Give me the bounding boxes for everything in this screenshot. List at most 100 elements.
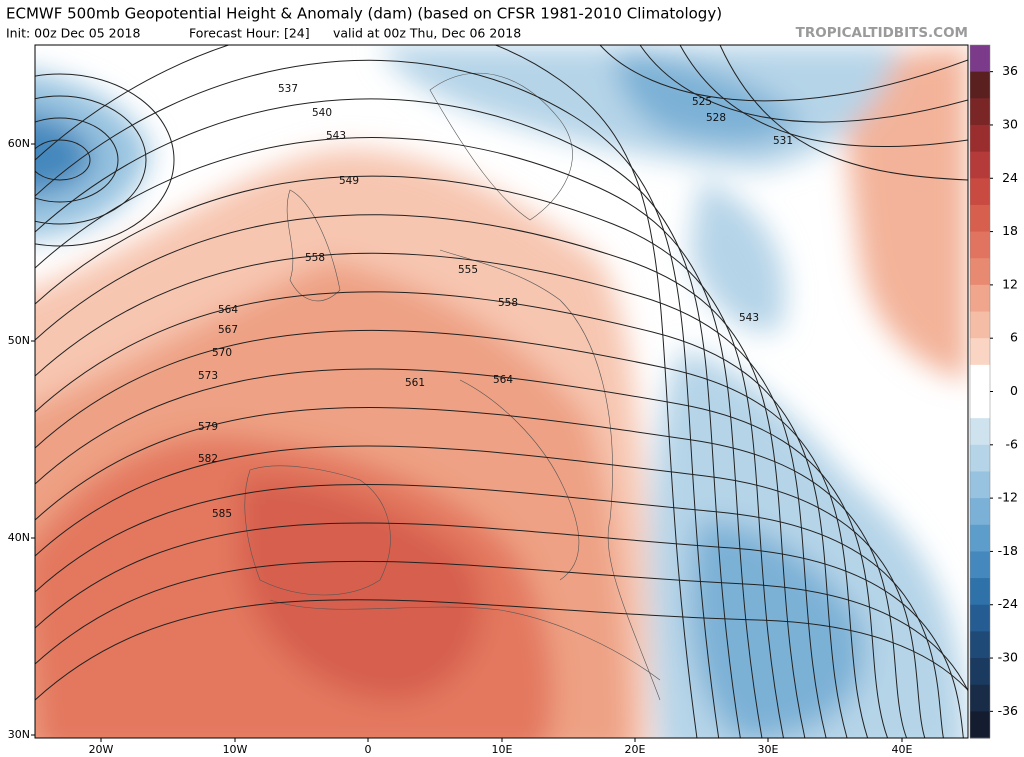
lat-label: 60N [8, 137, 30, 150]
valid-time: valid at 00z Thu, Dec 06 2018 [333, 26, 521, 41]
contour-label: 558 [305, 252, 325, 264]
contour-label: 570 [212, 347, 232, 359]
height-contours [35, 45, 968, 738]
init: Init: 00z Dec 05 2018 [6, 26, 141, 41]
colorbar-bin [970, 631, 990, 659]
contour-line [35, 117, 119, 203]
contour-label: 573 [198, 370, 218, 382]
colorbar-bin [970, 311, 990, 339]
title: ECMWF 500mb Geopotential Height & Anomal… [6, 5, 722, 23]
colorbar-tick-label: -30 [998, 650, 1018, 665]
contour-label: 564 [493, 374, 513, 386]
watermark: TROPICALTIDBITS.COM [796, 25, 968, 41]
colorbar-tick-label: 6 [1010, 330, 1018, 345]
lat-label: 30N [8, 728, 30, 741]
colorbar-bin [970, 284, 990, 313]
lat-label: 40N [8, 531, 30, 544]
contour-line [35, 599, 968, 701]
lon-label: 10W [223, 743, 248, 756]
colorbar-bin [970, 151, 990, 179]
colorbar-tick-label: -36 [998, 703, 1018, 718]
contour-line [35, 329, 869, 738]
colorbar-bin [970, 338, 990, 366]
colorbar-bin [970, 604, 990, 632]
colorbar-tick-label: 36 [1002, 63, 1018, 78]
contour-line [639, 45, 968, 123]
colorbar-tick-label: 18 [1002, 223, 1018, 238]
colorbar-bin [970, 578, 990, 606]
contour-line [35, 137, 763, 738]
contour-label: 543 [326, 130, 346, 142]
colorbar-bin [970, 71, 990, 99]
lon-label: 40E [892, 743, 913, 756]
contour-line [35, 560, 968, 692]
contour-line [35, 98, 741, 738]
colorbar-tick-label: -12 [998, 490, 1018, 505]
colorbar-tick-label: -24 [998, 596, 1018, 611]
contour-line [35, 214, 806, 738]
contour-label: 555 [458, 264, 478, 276]
contour-line [35, 522, 964, 738]
lon-label: 30E [758, 743, 779, 756]
contour-line [35, 175, 785, 738]
colorbar-bin [970, 498, 990, 526]
contour-label: 528 [706, 112, 726, 124]
lon-label: 0 [365, 743, 372, 756]
colorbar-bin [970, 98, 990, 126]
contour-line [35, 73, 175, 247]
colorbar-bin [970, 45, 990, 73]
colorbar-bin [970, 124, 990, 153]
contour-label: 531 [773, 135, 793, 147]
colorbar-bin [970, 258, 990, 286]
colorbar-tick-label: 12 [1002, 276, 1018, 291]
contour-line [35, 252, 827, 738]
colorbar-tick-label: 30 [1002, 116, 1018, 131]
contour-line [35, 407, 908, 738]
contour-label: 549 [339, 175, 359, 187]
contour-label: 525 [692, 96, 712, 108]
colorbar-bin [970, 418, 990, 446]
colorbar-tick-label: 0 [1010, 383, 1018, 398]
contour-label: 585 [212, 508, 232, 520]
colorbar-bin [970, 711, 990, 739]
contour-line [719, 45, 968, 181]
colorbar-tick-label: -18 [998, 543, 1018, 558]
lat-label: 50N [8, 334, 30, 347]
colorbar-tick-label: -6 [1006, 436, 1019, 451]
lon-label: 20W [89, 743, 114, 756]
colorbar-bin [970, 231, 990, 259]
contour-label: 582 [198, 453, 218, 465]
colorbar-bin [970, 551, 990, 579]
contour-line [35, 139, 91, 181]
contour-line [35, 59, 720, 738]
contour-label: 543 [739, 312, 759, 324]
colorbar-bin [970, 391, 990, 419]
colorbar-bin [970, 471, 990, 499]
lon-label: 10E [492, 743, 513, 756]
contour-line [35, 445, 926, 738]
contour-label: 540 [312, 107, 332, 119]
contour-line [35, 484, 944, 738]
contour-label: 561 [405, 377, 425, 389]
contour-line [35, 291, 848, 738]
lon-label: 20E [625, 743, 646, 756]
colorbar-bin [970, 658, 990, 686]
contour-label: 564 [218, 304, 238, 316]
contour-label: 537 [278, 83, 298, 95]
coastlines [244, 72, 661, 701]
contour-label: 558 [498, 297, 518, 309]
contour-label: 567 [218, 324, 238, 336]
colorbar-bin [970, 444, 990, 472]
contour-label: 579 [198, 421, 218, 433]
colorbar-bin [970, 524, 990, 552]
colorbar-tick-label: 24 [1002, 170, 1018, 185]
colorbar-bin [970, 204, 990, 233]
map [35, 45, 968, 738]
contour-line [35, 45, 698, 738]
contour-line [35, 95, 147, 225]
colorbar-bin [970, 684, 990, 712]
forecast-hour: Forecast Hour: [24] [189, 26, 310, 41]
contour-line [599, 45, 968, 102]
contour-line [35, 368, 889, 738]
